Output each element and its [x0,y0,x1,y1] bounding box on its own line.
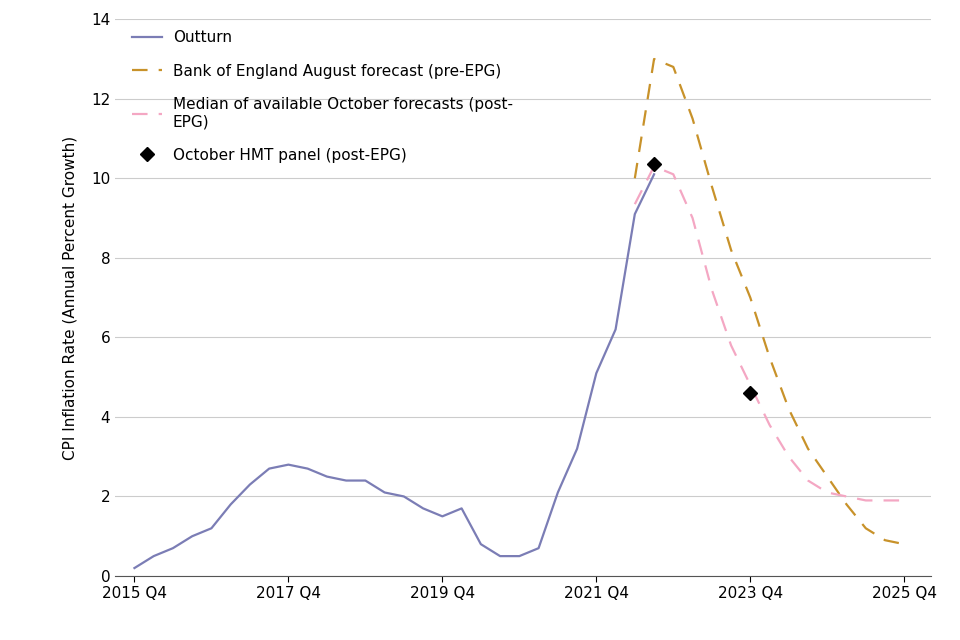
Y-axis label: CPI Inflation Rate (Annual Percent Growth): CPI Inflation Rate (Annual Percent Growt… [62,136,77,460]
Legend: Outturn, Bank of England August forecast (pre-EPG), Median of available October : Outturn, Bank of England August forecast… [132,30,513,163]
